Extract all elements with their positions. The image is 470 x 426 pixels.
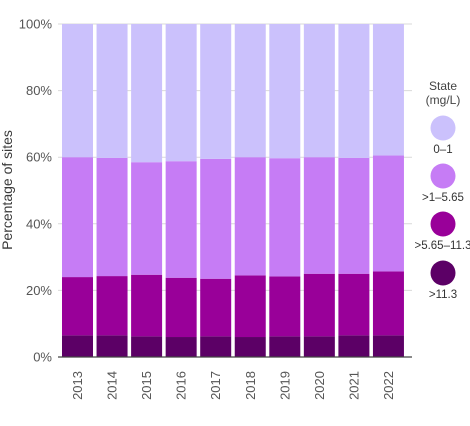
bar-segment: [303, 273, 335, 337]
legend-label: >11.3: [429, 289, 457, 301]
bar-segment: [372, 271, 404, 336]
bar-segment: [96, 335, 128, 357]
bar-segment: [131, 24, 163, 163]
x-tick-label: 2015: [139, 371, 154, 400]
bar-segment: [62, 335, 93, 357]
bar-segment: [131, 162, 163, 275]
x-tick-label: 2016: [174, 371, 189, 400]
legend-title-state: State: [429, 79, 457, 93]
legend: State (mg/L) 0–1 >1–5.65 >5.65–11.3 >11.3: [414, 79, 470, 301]
bars: [62, 24, 404, 357]
bar-segment: [303, 24, 335, 158]
bar-segment: [165, 24, 197, 162]
legend-label: 0–1: [433, 144, 452, 156]
bar-segment: [200, 24, 232, 159]
x-tick-label: 2020: [312, 371, 327, 400]
bar-segment: [200, 278, 232, 337]
bar-segment: [269, 336, 301, 357]
x-tick-label: 2022: [381, 371, 396, 400]
x-axis-ticks: 2013 2014 2015 2016 2017 2018 2019 2020 2021 2022: [70, 371, 396, 400]
bar-segment: [62, 24, 93, 158]
bar-segment: [338, 157, 370, 274]
y-tick-label: 60%: [26, 150, 52, 165]
legend-swatch: [430, 115, 456, 141]
bar-segment: [62, 277, 93, 336]
bar-segment: [372, 335, 404, 357]
x-tick-label: 2019: [277, 371, 292, 400]
bar-segment: [200, 336, 232, 357]
bar-segment: [62, 157, 93, 278]
y-axis-title: Percentage of sites: [0, 130, 15, 250]
bar-segment: [338, 273, 370, 336]
bar-segment: [96, 276, 128, 336]
bar-segment: [131, 274, 163, 337]
x-tick-label: 2017: [208, 371, 223, 400]
bar-segment: [165, 277, 197, 338]
bar-segment: [234, 24, 266, 158]
x-tick-label: 2018: [243, 371, 258, 400]
y-tick-label: 80%: [26, 83, 52, 98]
legend-swatch: [430, 260, 456, 286]
bar-segment: [338, 335, 370, 357]
bar-segment: [303, 336, 335, 357]
legend-items: 0–1 >1–5.65 >5.65–11.3 >11.3: [414, 115, 470, 301]
legend-label: >1–5.65: [422, 192, 464, 204]
y-tick-label: 40%: [26, 216, 52, 231]
x-tick-label: 2013: [70, 371, 85, 400]
bar-segment: [165, 337, 197, 357]
y-tick-label: 100%: [19, 17, 53, 32]
bar-segment: [372, 24, 404, 156]
y-tick-label: 0%: [33, 350, 52, 365]
bar-segment: [234, 337, 266, 357]
y-axis-ticks: 0% 20% 40% 60% 80% 100%: [19, 17, 53, 365]
x-tick-label: 2014: [105, 371, 120, 400]
legend-title-unit: (mg/L): [426, 93, 461, 107]
bar-segment: [269, 158, 301, 277]
bar-segment: [131, 336, 163, 357]
bar-segment: [269, 276, 301, 337]
x-tick-label: 2021: [346, 371, 361, 400]
bar-segment: [372, 155, 404, 272]
bar-segment: [303, 157, 335, 274]
legend-swatch: [430, 211, 456, 237]
bar-segment: [96, 157, 128, 277]
bar-segment: [96, 24, 128, 158]
bar-segment: [234, 157, 266, 276]
y-tick-label: 20%: [26, 283, 52, 298]
legend-swatch: [430, 163, 456, 189]
bar-segment: [269, 24, 301, 159]
bar-segment: [234, 275, 266, 338]
bar-segment: [165, 161, 197, 278]
bar-segment: [338, 24, 370, 158]
legend-label: >5.65–11.3: [414, 240, 470, 252]
bar-segment: [200, 158, 232, 279]
